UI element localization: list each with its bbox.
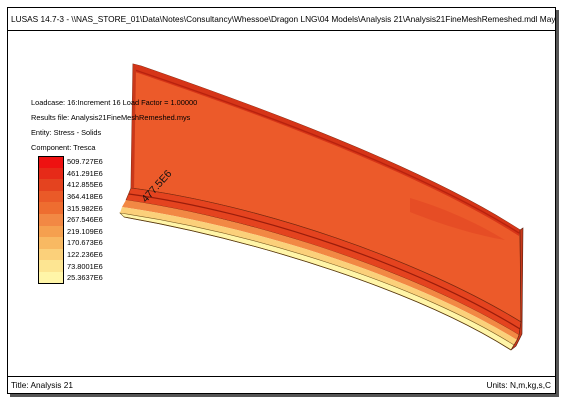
legend-label: 25.3637E6	[67, 273, 103, 283]
legend-label: 315.982E6	[67, 203, 103, 213]
legend-label: 219.109E6	[67, 226, 103, 236]
component-label: Component: Tresca	[31, 143, 96, 152]
legend-item: 73.8001E6	[38, 260, 103, 272]
entity-label: Entity: Stress - Solids	[31, 128, 102, 137]
legend-label: 509.727E6	[67, 157, 103, 167]
legend-label: 122.236E6	[67, 250, 103, 260]
frame-shadow-bottom	[10, 394, 559, 397]
legend-item: 461.291E6	[38, 167, 103, 180]
legend-label: 364.418E6	[67, 192, 103, 202]
legend-label: 170.673E6	[67, 238, 103, 248]
model-stress-hotspot	[410, 198, 505, 240]
legend-swatch	[38, 213, 64, 226]
model-right-end	[510, 227, 524, 351]
results-info: Loadcase: 16:Increment 16 Load Factor = …	[31, 95, 197, 155]
model-top-edge	[133, 64, 520, 236]
legend-swatch	[38, 248, 64, 261]
legend-swatch	[38, 225, 64, 238]
footer-units: Units: N,m,kg,s,C	[486, 380, 551, 390]
footer-title: Title: Analysis 21	[11, 380, 73, 390]
legend-item: 412.855E6	[38, 179, 103, 191]
footer-bar: Title: Analysis 21 Units: N,m,kg,s,C	[8, 376, 555, 393]
legend-swatch	[38, 179, 64, 191]
frame-shadow-right	[556, 10, 559, 397]
legend-label: 73.8001E6	[67, 261, 103, 271]
legend-item: 219.109E6	[38, 225, 103, 238]
legend-label: 412.855E6	[67, 180, 103, 190]
results-file-label: Results file: Analysis21FineMeshRemeshed…	[31, 113, 191, 122]
legend-swatch	[38, 190, 64, 203]
legend-swatch	[38, 167, 64, 180]
legend-item: 25.3637E6	[38, 271, 103, 284]
legend-label: 267.546E6	[67, 215, 103, 225]
legend-item: 170.673E6	[38, 237, 103, 249]
legend-item: 267.546E6	[38, 213, 103, 226]
legend-swatch	[38, 260, 64, 272]
legend-swatch	[38, 156, 64, 168]
legend-swatch	[38, 237, 64, 249]
legend-swatch	[38, 271, 64, 284]
legend-label: 461.291E6	[67, 168, 103, 178]
window-title: LUSAS 14.7-3 - \\NAS_STORE_01\Data\Notes…	[8, 8, 555, 31]
legend-item: 364.418E6	[38, 190, 103, 203]
loadcase-label: Loadcase: 16:Increment 16 Load Factor = …	[31, 98, 198, 107]
contour-legend: 509.727E6 461.291E6 412.855E6 364.418E6 315.…	[38, 156, 103, 284]
legend-swatch	[38, 202, 64, 214]
legend-item: 315.982E6	[38, 202, 103, 214]
model-left-edge	[131, 64, 136, 190]
legend-item: 509.727E6	[38, 156, 103, 168]
legend-item: 122.236E6	[38, 248, 103, 261]
